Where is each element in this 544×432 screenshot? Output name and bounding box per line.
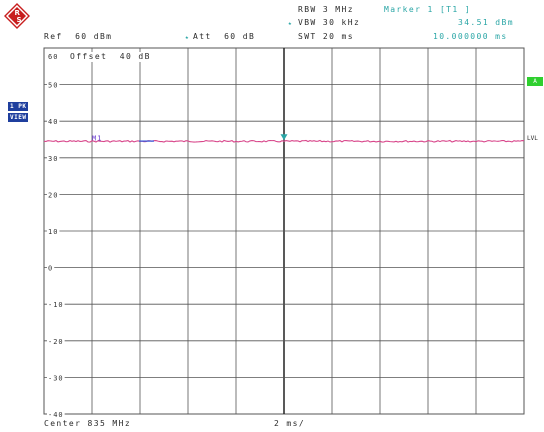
marker-1-icon <box>280 134 288 141</box>
y-tick-label-bg <box>47 337 65 346</box>
y-tick-label-bg <box>47 411 65 419</box>
y-tick-label: 60 <box>48 53 58 61</box>
y-tick-label-bg <box>47 301 65 310</box>
trace-line <box>43 139 525 143</box>
y-tick-label: 50 <box>48 82 58 90</box>
trigger-badge: A <box>527 77 543 86</box>
y-tick-label: 40 <box>48 118 58 126</box>
logo-letter-s: S <box>17 16 22 24</box>
y-tick-label: 30 <box>48 155 58 163</box>
y-tick-label-bg <box>47 191 60 200</box>
y-tick-label: 10 <box>48 228 58 236</box>
rohde-schwarz-logo-icon: R S <box>4 3 30 29</box>
y-tick-label: -30 <box>48 374 64 382</box>
y-tick-label-bg <box>47 154 60 163</box>
y-tick-label-bg <box>47 81 60 90</box>
vbw-readout: VBW 30 kHz <box>298 18 361 27</box>
marker-label: Marker 1 [T1 ] <box>384 5 472 14</box>
y-tick-label-bg <box>47 264 55 273</box>
lvl-indicator: LVL <box>527 135 538 142</box>
rbw-readout: RBW 3 MHz <box>298 5 354 14</box>
offset-readout: Offset 40 dB <box>70 52 151 62</box>
center-frequency-label: Center 835 MHz <box>44 419 132 428</box>
y-tick-label-bg <box>47 53 60 61</box>
marker-annotation: M1 <box>92 134 102 142</box>
y-tick-label-bg <box>47 118 60 127</box>
y-tick-label: 20 <box>48 191 58 199</box>
vbw-star-icon: ★ <box>288 20 292 27</box>
y-tick-label-bg <box>47 228 60 236</box>
marker-level-readout: 34.51 dBm <box>458 18 514 27</box>
ref-level-readout: Ref 60 dBm <box>44 32 113 41</box>
y-tick-label: -20 <box>48 338 64 346</box>
marker-time-readout: 10.000000 ms <box>433 32 508 41</box>
attenuation-readout: Att 60 dB <box>193 32 256 41</box>
logo-letter-r: R <box>15 9 21 17</box>
y-tick-label: 0 <box>48 265 53 273</box>
sweep-time-readout: SWT 20 ms <box>298 32 354 41</box>
y-tick-label: -10 <box>48 301 64 309</box>
trace-mode-badge-view: VIEW <box>8 113 29 122</box>
span-label: 2 ms/ <box>274 419 306 428</box>
y-tick-label-bg <box>47 374 65 383</box>
y-tick-label: -40 <box>48 411 64 419</box>
att-star-icon: ★ <box>185 34 189 41</box>
trace-mode-badge-pk: 1 PK <box>8 102 29 111</box>
